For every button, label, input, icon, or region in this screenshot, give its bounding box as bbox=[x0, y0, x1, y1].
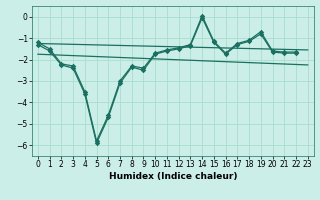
X-axis label: Humidex (Indice chaleur): Humidex (Indice chaleur) bbox=[108, 172, 237, 181]
